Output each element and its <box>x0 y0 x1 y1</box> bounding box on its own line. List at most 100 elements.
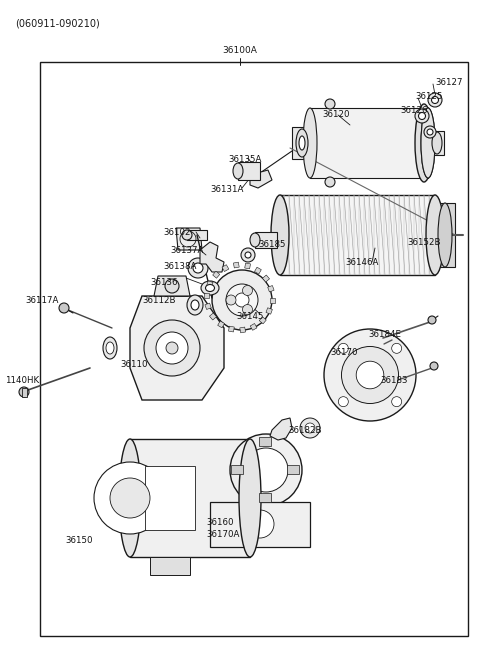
Ellipse shape <box>233 163 243 179</box>
Bar <box>259 317 266 324</box>
Circle shape <box>110 478 150 518</box>
Circle shape <box>325 177 335 187</box>
Text: 36183: 36183 <box>380 376 408 385</box>
Polygon shape <box>176 228 202 250</box>
Circle shape <box>356 361 384 389</box>
Bar <box>269 298 275 302</box>
Polygon shape <box>270 418 292 440</box>
Text: 36102: 36102 <box>163 228 191 237</box>
Circle shape <box>156 332 188 364</box>
Bar <box>40 62 468 636</box>
Bar <box>206 281 213 287</box>
Circle shape <box>144 320 200 376</box>
Bar <box>268 285 274 292</box>
Circle shape <box>428 316 436 324</box>
Bar <box>130 439 250 557</box>
Text: 36152B: 36152B <box>407 238 441 247</box>
Bar <box>228 326 234 332</box>
Polygon shape <box>130 296 224 400</box>
Bar <box>435 203 455 267</box>
Text: 36146A: 36146A <box>345 258 378 267</box>
Text: 1140HK: 1140HK <box>5 376 39 385</box>
Ellipse shape <box>432 132 442 154</box>
Ellipse shape <box>239 439 261 557</box>
Ellipse shape <box>438 203 452 267</box>
Bar <box>187 230 207 240</box>
Text: 36100A: 36100A <box>223 46 257 55</box>
Circle shape <box>94 462 166 534</box>
Bar <box>210 502 310 547</box>
Ellipse shape <box>191 300 199 310</box>
Bar <box>259 493 271 502</box>
Bar <box>205 303 211 310</box>
Circle shape <box>242 285 252 295</box>
Ellipse shape <box>271 195 289 275</box>
Circle shape <box>245 252 251 258</box>
Bar <box>430 131 444 155</box>
Circle shape <box>226 284 258 316</box>
Text: 36135A: 36135A <box>228 155 262 164</box>
Circle shape <box>430 362 438 370</box>
Ellipse shape <box>250 233 260 247</box>
Text: 36126: 36126 <box>400 106 428 115</box>
Bar <box>287 465 299 474</box>
Bar <box>292 127 312 159</box>
Circle shape <box>338 397 348 407</box>
Bar <box>217 321 225 328</box>
Circle shape <box>300 418 320 438</box>
Bar <box>254 267 261 274</box>
Ellipse shape <box>415 104 433 182</box>
Circle shape <box>165 279 179 293</box>
Circle shape <box>392 397 402 407</box>
Circle shape <box>419 112 425 119</box>
Text: 36110: 36110 <box>120 360 147 369</box>
Text: 36127: 36127 <box>435 78 463 87</box>
Bar <box>233 262 239 268</box>
Bar <box>250 323 257 331</box>
Bar <box>209 313 216 320</box>
Polygon shape <box>154 276 190 296</box>
Polygon shape <box>250 170 272 188</box>
Ellipse shape <box>182 230 192 240</box>
Bar <box>259 437 271 446</box>
Ellipse shape <box>187 295 203 315</box>
Circle shape <box>226 295 236 305</box>
Text: 36138A: 36138A <box>163 262 196 271</box>
Ellipse shape <box>103 337 117 359</box>
Circle shape <box>193 263 203 273</box>
Bar <box>145 466 195 530</box>
Polygon shape <box>122 470 138 526</box>
Circle shape <box>235 293 249 307</box>
Text: 36131A: 36131A <box>210 185 243 194</box>
Circle shape <box>59 303 69 313</box>
Ellipse shape <box>205 285 215 291</box>
Text: 36170A: 36170A <box>206 530 240 539</box>
Circle shape <box>341 346 398 403</box>
Bar <box>204 293 209 298</box>
Text: 36182B: 36182B <box>288 426 322 435</box>
Text: 36136: 36136 <box>150 278 178 287</box>
Bar <box>231 465 243 474</box>
Polygon shape <box>150 557 190 575</box>
Circle shape <box>338 343 348 354</box>
Bar <box>263 275 270 282</box>
Text: 36150: 36150 <box>65 536 93 545</box>
Circle shape <box>188 258 208 278</box>
Bar <box>280 195 435 275</box>
Text: 36120: 36120 <box>322 110 349 119</box>
Circle shape <box>392 343 402 354</box>
Text: 36112B: 36112B <box>142 296 176 305</box>
Bar <box>255 232 277 248</box>
Circle shape <box>324 329 416 421</box>
Circle shape <box>244 448 288 492</box>
Bar <box>310 108 428 178</box>
Ellipse shape <box>421 108 435 178</box>
Circle shape <box>427 129 433 135</box>
Bar <box>22 388 27 397</box>
Ellipse shape <box>421 108 435 178</box>
Circle shape <box>415 109 429 123</box>
Ellipse shape <box>426 195 444 275</box>
Text: 36160: 36160 <box>206 518 233 527</box>
Circle shape <box>166 342 178 354</box>
Bar <box>213 271 220 278</box>
